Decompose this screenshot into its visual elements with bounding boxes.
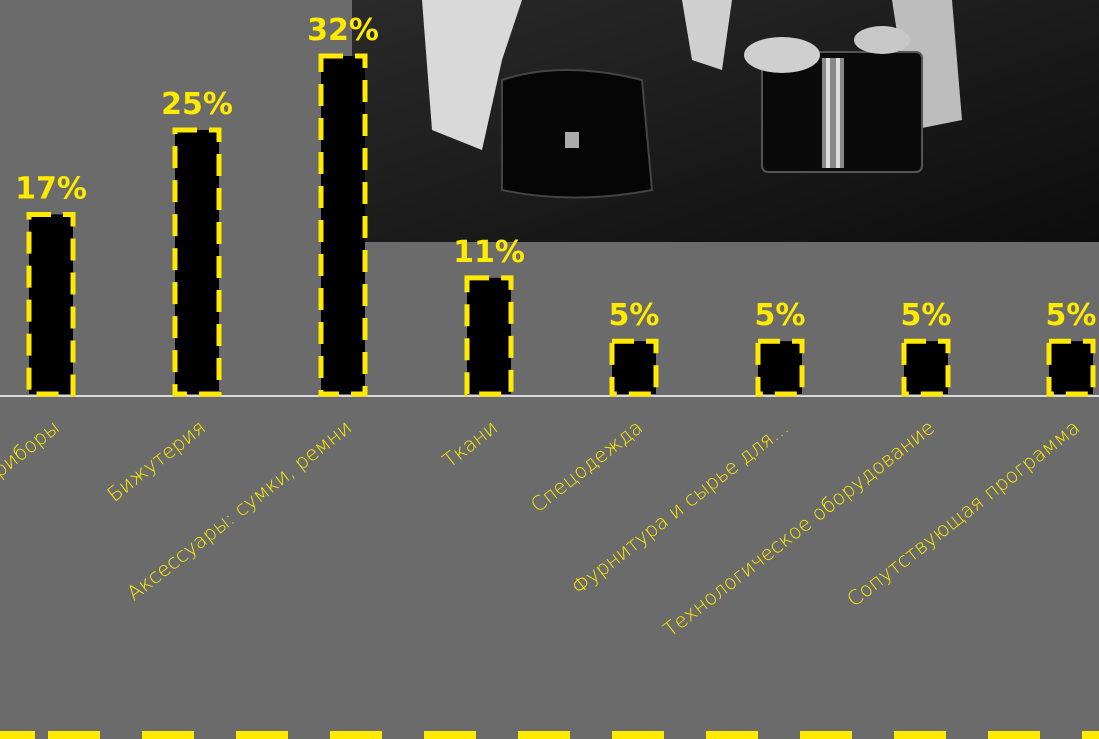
background-photo: [352, 0, 1099, 242]
bar-2: [172, 127, 222, 397]
value-label-4: 11%: [453, 235, 525, 270]
bar-3: [318, 53, 368, 397]
bar-8: [1046, 338, 1096, 397]
value-label-5: 5%: [609, 298, 660, 333]
bar-6: [755, 338, 805, 397]
bottom-dashed-border: [0, 731, 1099, 739]
bar-4: [464, 275, 514, 397]
category-label-1: Приборы: [0, 415, 64, 491]
value-label-1: 17%: [15, 171, 87, 206]
category-label-4: Ткани: [438, 415, 502, 472]
value-label-6: 5%: [755, 298, 806, 333]
value-label-7: 5%: [901, 298, 952, 333]
value-label-2: 25%: [161, 87, 233, 122]
category-label-5: Спецодежда: [526, 415, 647, 517]
bar-1: [26, 211, 76, 397]
bar-5: [609, 338, 659, 397]
bar-7: [901, 338, 951, 397]
value-label-3: 32%: [307, 13, 379, 48]
category-label-7: Технологическое оборудование: [659, 415, 939, 641]
category-label-2: Бижутерия: [102, 415, 210, 506]
category-label-8: Сопутствующая программа: [842, 415, 1084, 611]
handbags-photo: [352, 0, 1099, 242]
value-label-8: 5%: [1046, 298, 1097, 333]
